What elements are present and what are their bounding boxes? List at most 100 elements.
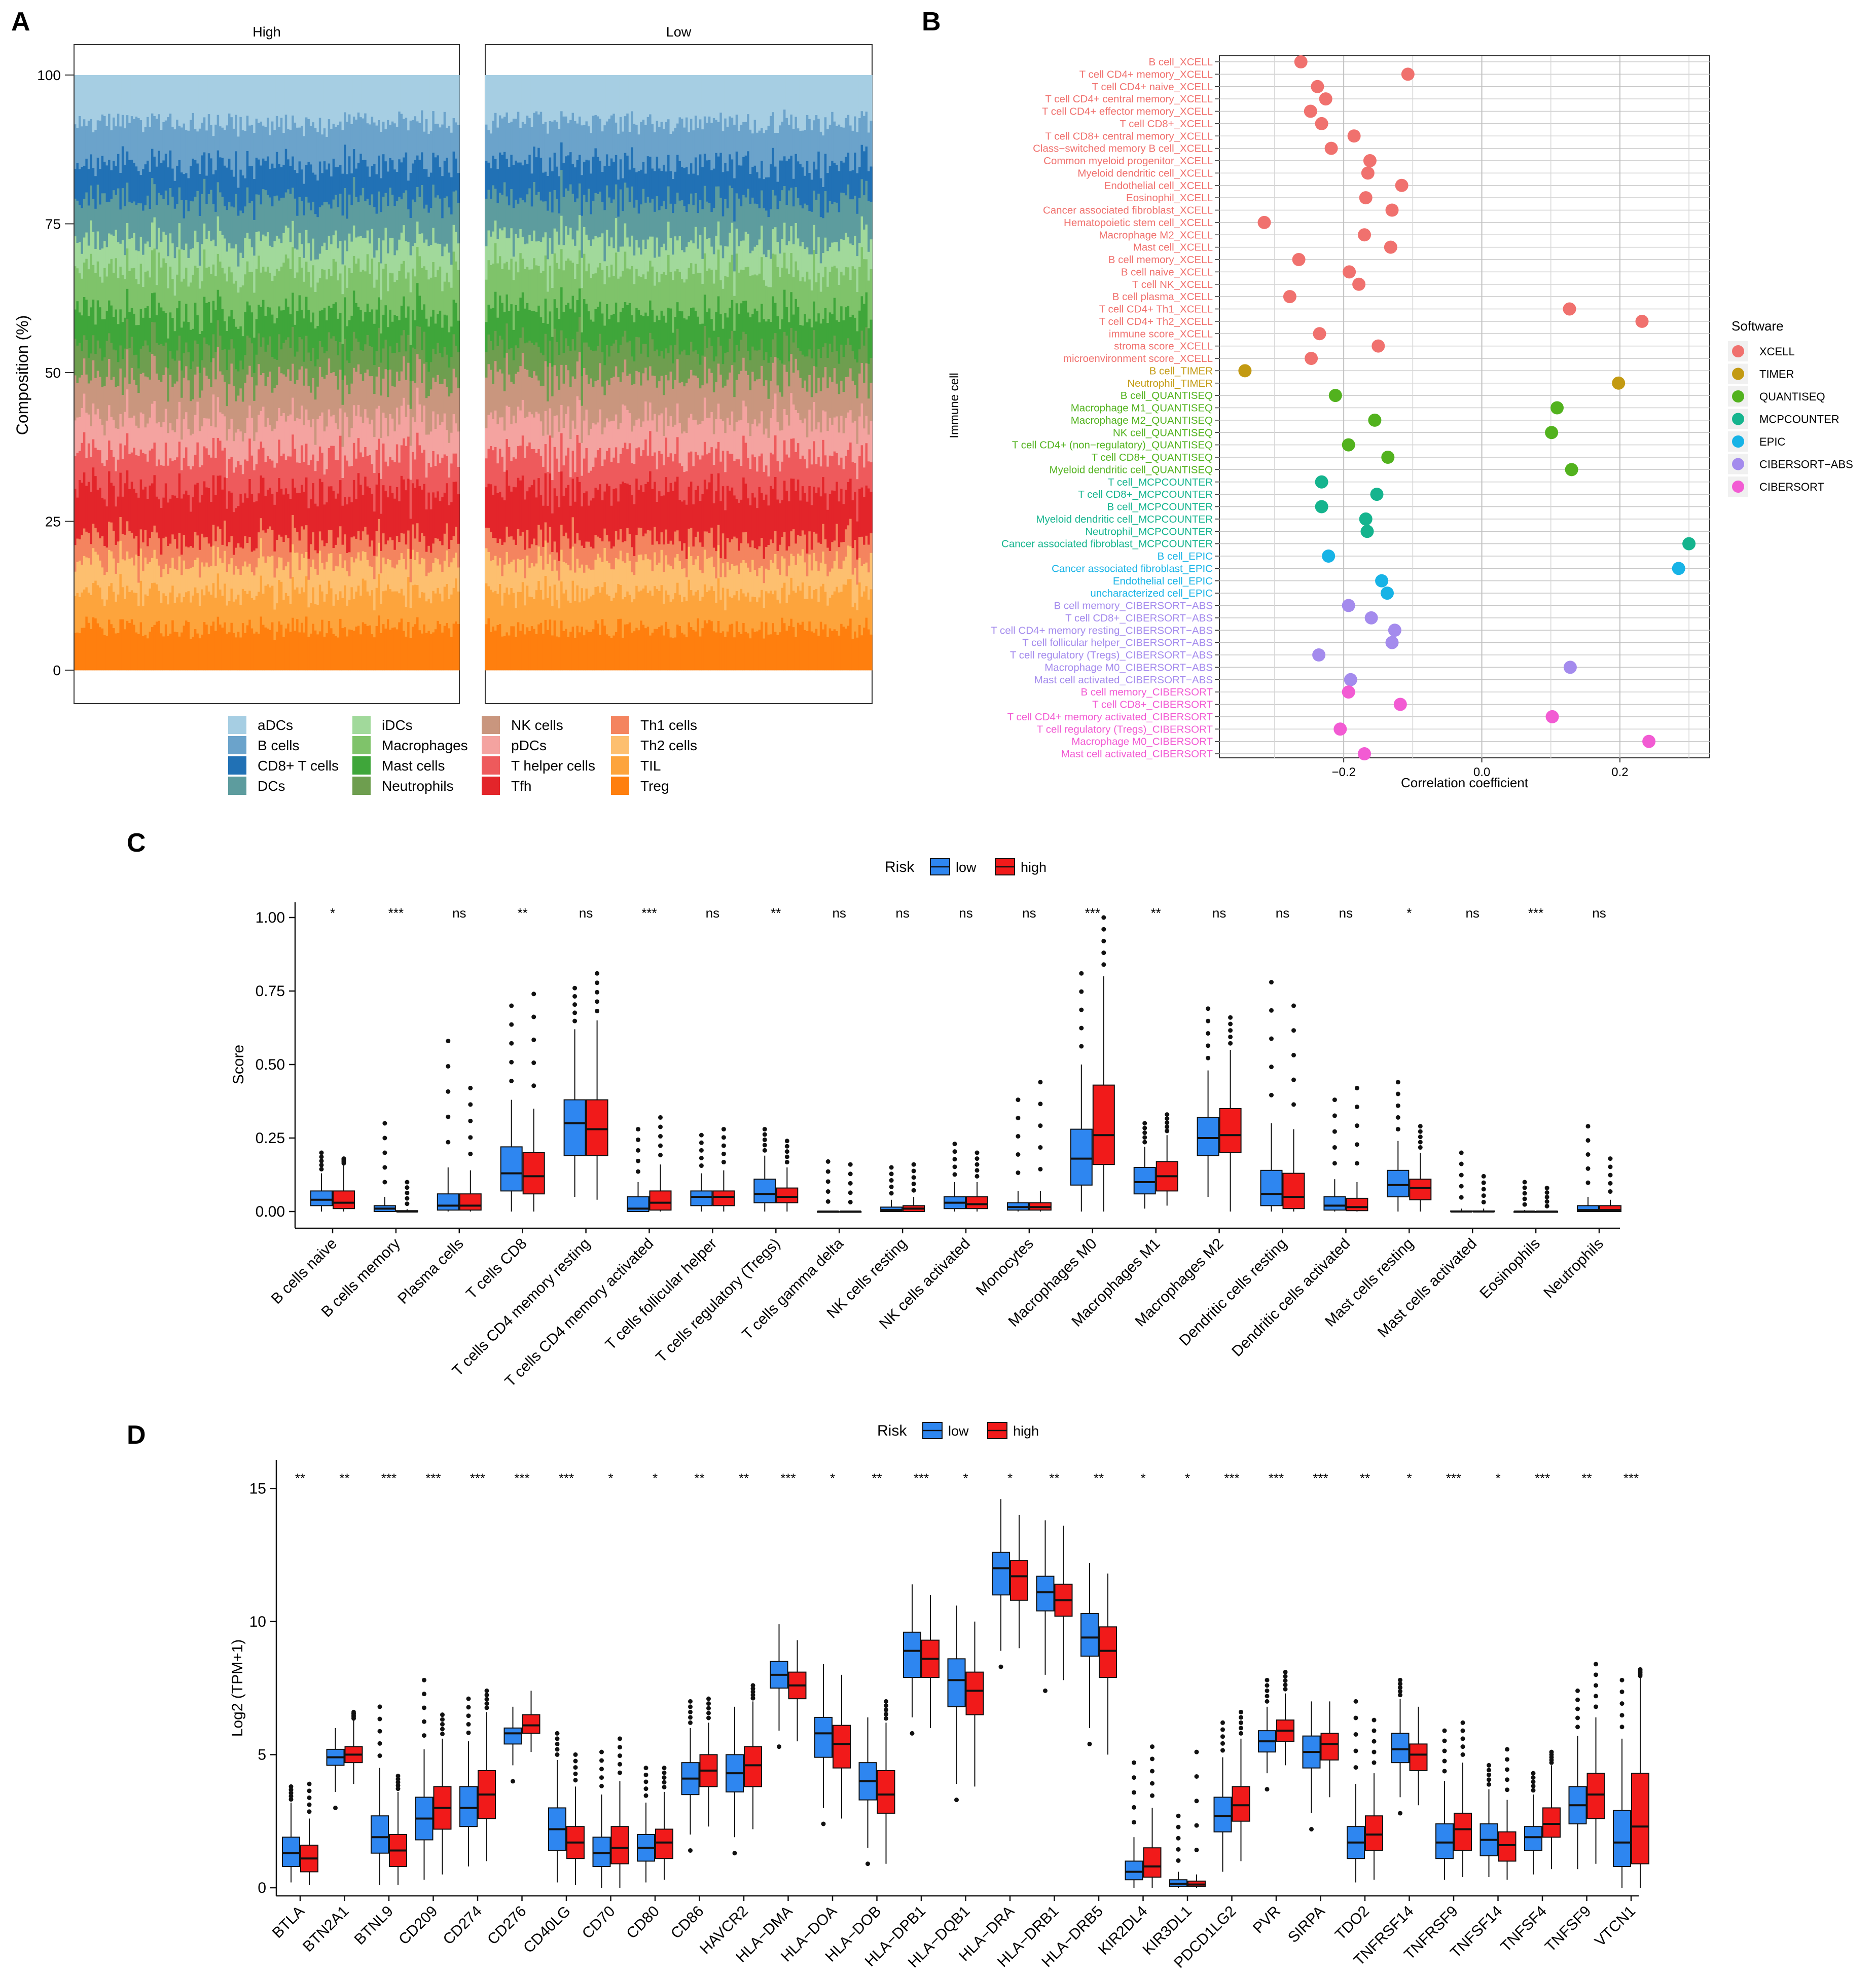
composition-segment — [194, 415, 197, 455]
composition-segment — [389, 369, 392, 414]
composition-segment — [78, 451, 82, 480]
composition-segment — [221, 596, 224, 628]
composition-segment — [452, 225, 455, 252]
composition-segment — [318, 277, 321, 311]
composition-segment — [649, 471, 652, 531]
composition-segment — [190, 201, 193, 249]
composition-segment — [530, 75, 533, 127]
composition-segment — [409, 559, 412, 582]
composition-segment — [579, 632, 582, 671]
composition-segment — [635, 75, 638, 125]
composition-segment — [414, 116, 417, 160]
composition-segment — [90, 185, 93, 221]
composition-segment — [744, 231, 747, 268]
composition-segment — [280, 557, 283, 582]
composition-segment — [756, 275, 759, 311]
composition-segment — [321, 310, 324, 347]
composition-segment — [733, 396, 736, 431]
composition-segment — [719, 345, 723, 375]
composition-segment — [742, 560, 745, 594]
composition-segment — [797, 198, 800, 239]
composition-segment — [434, 428, 437, 466]
facet-label-low: Low — [666, 24, 692, 40]
composition-segment — [565, 563, 568, 590]
composition-segment — [556, 458, 559, 496]
composition-segment — [710, 75, 713, 123]
composition-segment — [585, 303, 588, 343]
composition-segment — [703, 153, 706, 186]
composition-segment — [314, 399, 317, 445]
composition-segment — [753, 632, 756, 671]
composition-segment — [515, 305, 518, 346]
composition-segment — [437, 588, 440, 621]
composition-segment — [162, 465, 165, 498]
composition-segment — [715, 382, 718, 419]
composition-segment — [267, 489, 270, 529]
composition-segment — [210, 626, 213, 671]
composition-segment — [241, 175, 244, 213]
composition-segment — [498, 624, 502, 671]
composition-segment — [158, 252, 161, 303]
composition-segment — [649, 530, 652, 560]
composition-segment — [574, 312, 577, 351]
composition-segment — [574, 501, 577, 544]
composition-segment — [366, 456, 369, 487]
composition-segment — [246, 261, 249, 302]
composition-segment — [706, 418, 709, 455]
composition-segment — [373, 555, 376, 579]
composition-segment — [108, 263, 111, 301]
composition-segment — [373, 436, 376, 473]
composition-segment — [441, 571, 444, 602]
composition-segment — [792, 372, 795, 405]
composition-segment — [729, 372, 732, 425]
composition-segment — [772, 454, 775, 489]
composition-segment — [115, 573, 118, 602]
composition-segment — [663, 435, 666, 465]
composition-segment — [389, 124, 392, 158]
composition-segment — [395, 171, 399, 201]
composition-segment — [544, 255, 547, 299]
composition-segment — [318, 118, 321, 162]
composition-segment — [224, 238, 227, 274]
composition-segment — [280, 536, 283, 558]
composition-segment — [214, 124, 218, 171]
composition-segment — [121, 394, 124, 427]
composition-segment — [137, 251, 140, 284]
composition-segment — [344, 297, 347, 339]
composition-segment — [271, 121, 274, 164]
composition-segment — [412, 380, 415, 418]
composition-segment — [528, 235, 531, 270]
composition-segment — [359, 349, 363, 375]
composition-segment — [155, 373, 159, 424]
composition-segment — [228, 349, 231, 385]
composition-segment — [271, 555, 274, 586]
composition-segment — [246, 542, 249, 567]
composition-segment — [105, 599, 109, 636]
composition-segment — [785, 454, 788, 491]
composition-segment — [386, 253, 390, 291]
composition-segment — [373, 257, 376, 288]
composition-segment — [724, 276, 727, 313]
composition-segment — [544, 473, 547, 523]
composition-segment — [429, 603, 432, 634]
composition-segment — [362, 160, 365, 188]
composition-segment — [619, 618, 622, 671]
composition-segment — [108, 358, 111, 406]
composition-segment — [287, 227, 290, 259]
composition-segment — [219, 126, 222, 158]
composition-segment — [651, 420, 654, 456]
composition-segment — [181, 370, 184, 398]
composition-segment — [119, 75, 122, 127]
composition-segment — [187, 621, 190, 671]
composition-segment — [667, 119, 670, 155]
composition-segment — [740, 339, 743, 371]
composition-segment — [787, 158, 791, 191]
composition-segment — [587, 188, 591, 240]
composition-segment — [341, 628, 344, 671]
composition-segment — [450, 594, 453, 637]
composition-segment — [560, 287, 563, 331]
composition-segment — [312, 347, 315, 378]
composition-segment — [147, 117, 150, 161]
composition-segment — [183, 249, 186, 279]
composition-segment — [547, 630, 550, 671]
